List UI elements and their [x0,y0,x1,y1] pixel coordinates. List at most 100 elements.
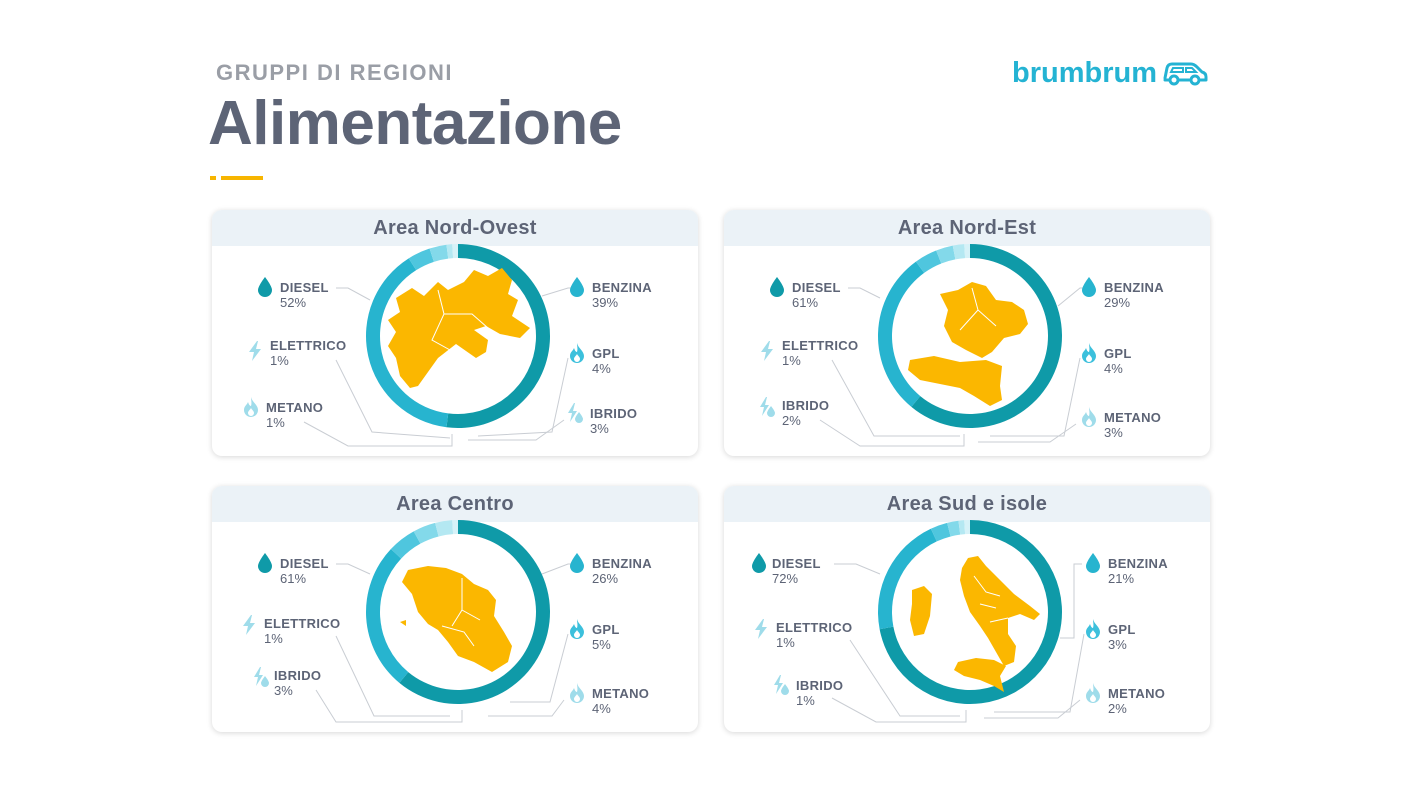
segment-name: BENZINA [1108,556,1168,571]
region-map [388,268,530,388]
leader-line-elettrico [335,635,450,717]
donut-segment-metano [413,522,439,544]
legend-label-ibrido: IBRIDO 3% [590,406,637,436]
segment-name: ELETTRICO [776,620,853,635]
segment-value: 3% [1104,425,1123,440]
segment-value: 39% [592,295,619,310]
drop-icon [256,276,274,298]
segment-name: DIESEL [280,556,329,571]
segment-value: 21% [1108,571,1135,586]
donut-segment-metano [947,520,961,537]
segment-value: 3% [274,683,293,698]
segment-value: 4% [592,361,611,376]
legend-label-benzina: BENZINA 21% [1108,556,1168,586]
hybrid-icon [566,402,584,424]
donut-segment-ibrido [435,520,454,537]
donut-segment-diesel [911,244,1062,428]
leader-line-diesel [336,287,371,301]
bolt-icon [246,340,264,362]
leader-line-diesel [848,287,881,299]
card-title: Area Nord-Ovest [212,210,698,246]
area-card-nord-est: Area Nord-Est DIESEL 61% BENZINA 29% GPL 4% ME… [724,210,1210,456]
area-card-sud-isole: Area Sud e isole DIESEL 72% BENZINA 21% GPL 3… [724,486,1210,732]
segment-name: DIESEL [772,556,821,571]
segment-name: IBRIDO [796,678,844,693]
donut-segment-benzina [366,258,449,428]
segment-name: METANO [1104,410,1162,425]
segment-value: 1% [264,631,283,646]
donut-segment-elettrico [964,244,970,259]
legend-label-elettrico: ELETTRICO 1% [776,620,852,650]
leader-line-metano [303,421,453,447]
drop-icon [1084,552,1102,574]
legend-label-diesel: DIESEL 61% [280,556,329,586]
segment-name: GPL [1104,346,1132,361]
flame-icon [242,396,260,418]
segment-value: 2% [782,413,801,428]
segment-name: BENZINA [592,280,652,295]
leader-line-gpl [994,633,1085,713]
segment-name: BENZINA [1104,280,1164,295]
flame-icon [1084,682,1102,704]
legend-label-gpl: GPL 4% [592,346,620,376]
donut-segment-diesel [446,244,550,428]
segment-name: IBRIDO [274,668,322,683]
segment-value: 4% [1104,361,1123,376]
bolt-icon [758,340,776,362]
segment-name: IBRIDO [782,398,830,413]
leader-line-gpl [477,357,569,437]
legend-label-gpl: GPL 5% [592,622,620,652]
leader-line-elettrico [335,359,451,439]
bolt-icon [752,618,770,640]
leader-line-diesel [834,563,881,575]
donut-segment-gpl [390,531,421,559]
segment-name: ELETTRICO [270,338,347,353]
leader-line-ibrido [819,419,965,447]
segment-value: 1% [782,353,801,368]
donut-segment-elettrico [452,520,458,535]
flame-icon [1084,618,1102,640]
donut-segment-benzina [878,528,937,630]
page-kicker: GRUPPI DI REGIONI [216,60,453,85]
drop-icon [1080,276,1098,298]
donut-segment-elettrico [964,520,970,535]
title-underline-dot [210,176,216,180]
segment-name: METANO [592,686,650,701]
donut-chart [831,520,1085,723]
donut-segment-metano [936,245,956,264]
flame-icon [1080,342,1098,364]
leader-line-ibrido [468,419,565,441]
legend-label-diesel: DIESEL 52% [280,280,329,310]
leader-line-diesel [336,563,371,575]
donut-segment-gpl [915,250,942,273]
donut-segment-gpl [408,248,434,271]
region-map [400,566,512,672]
leader-line-gpl [990,357,1081,437]
segment-value: 3% [590,421,609,436]
segment-value: 52% [280,295,307,310]
legend-label-elettrico: ELETTRICO 1% [270,338,346,368]
segment-value: 61% [792,295,819,310]
card-title: Area Sud e isole [724,486,1210,522]
region-map [908,282,1028,406]
legend-label-diesel: DIESEL 61% [792,280,841,310]
bolt-icon [240,614,258,636]
flame-icon [1080,406,1098,428]
legend-label-metano: METANO 2% [1108,686,1165,716]
donut-segment-elettrico [452,244,458,259]
donut-segment-gpl [930,522,951,542]
segment-value: 61% [280,571,307,586]
logo-wordmark: brumbrum [1012,56,1157,89]
segment-value: 5% [592,637,611,652]
segment-name: METANO [266,400,324,415]
legend-label-metano: METANO 4% [592,686,649,716]
title-underline [221,176,263,180]
donut-chart [315,520,580,723]
area-card-nord-ovest: Area Nord-Ovest DIESEL 52% BENZINA 39% GPL 4%… [212,210,698,456]
donut-segment-benzina [878,261,925,407]
segment-value: 26% [592,571,619,586]
card-title: Area Centro [212,486,698,522]
segment-name: GPL [592,622,620,637]
drop-icon [750,552,768,574]
donut-segment-benzina [366,549,409,683]
